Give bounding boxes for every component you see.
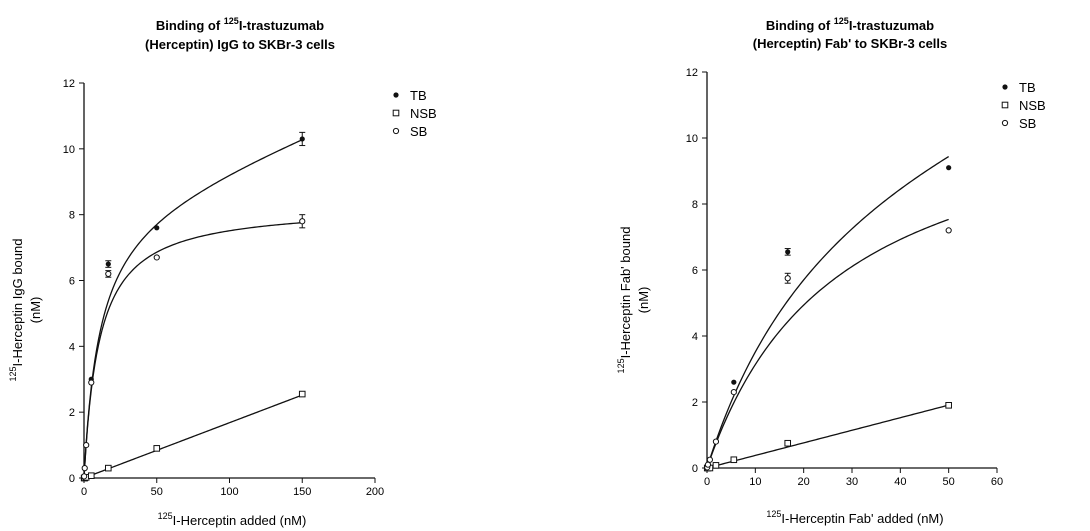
y-tick-label: 8	[69, 210, 75, 222]
y-axis-label-line2: (nM)	[28, 297, 43, 324]
fit-curve-sb	[83, 222, 303, 479]
chart-fab: Binding of 125I-trastuzumab (Herceptin) …	[616, 16, 1046, 526]
data-point-nsb	[945, 402, 952, 409]
data-point-sb	[81, 473, 88, 480]
chart-title-line1: Binding of 125I-trastuzumab	[156, 16, 324, 33]
y-tick-label: 10	[63, 144, 75, 156]
x-tick-label: 50	[151, 486, 163, 498]
y-tick-label: 0	[692, 463, 698, 475]
data-point-nsb	[730, 456, 738, 464]
y-tick-label: 8	[692, 199, 698, 211]
x-tick-label: 40	[894, 476, 906, 488]
legend-marker-tb	[1002, 84, 1008, 90]
y-axis-label-line1: 125I-Herceptin Fab' bound	[616, 227, 633, 374]
data-point-sb	[153, 254, 160, 261]
data-point-sb	[712, 438, 720, 445]
y-tick-label: 4	[69, 341, 75, 353]
legend: TB NSB SB	[392, 88, 437, 139]
legend-label-sb: SB	[1019, 116, 1036, 131]
data-point-tb	[731, 379, 737, 385]
legend: TB NSB SB	[1001, 80, 1046, 131]
legend-label-sb: SB	[410, 124, 427, 139]
x-tick-label: 0	[704, 476, 710, 488]
plot-area: 0 50 100 150 200 0 2 4 6 8 10 12	[63, 78, 384, 498]
y-tick-label: 0	[69, 473, 75, 485]
data-point-tb	[299, 136, 305, 142]
data-point-nsb	[104, 464, 112, 472]
fit-curve-sb	[706, 218, 949, 469]
y-tick-label: 6	[69, 276, 75, 288]
data-point-sb	[704, 461, 712, 468]
legend-marker-nsb	[1001, 101, 1009, 109]
legend-marker-nsb	[392, 109, 400, 117]
fit-curve-nsb	[706, 404, 949, 469]
data-point-tb	[946, 165, 952, 171]
legend-marker-sb	[1001, 119, 1009, 127]
data-point-sb	[706, 456, 714, 463]
legend-label-tb: TB	[1019, 80, 1036, 95]
data-point-tb	[785, 249, 791, 255]
chart-title-line1: Binding of 125I-trastuzumab	[766, 16, 934, 33]
legend-marker-sb	[392, 127, 400, 135]
legend-label-nsb: NSB	[410, 106, 437, 121]
chart-igg: Binding of 125I-trastuzumab (Herceptin) …	[8, 16, 437, 528]
legend-marker-tb	[393, 92, 399, 98]
data-point-sb	[83, 441, 90, 449]
data-point-sb	[945, 227, 952, 234]
chart-title-line2: (Herceptin) IgG to SKBr-3 cells	[145, 37, 335, 52]
x-tick-label: 60	[991, 476, 1003, 488]
fit-curve-tb	[706, 156, 950, 469]
data-point-sb	[88, 379, 95, 386]
fit-curve-nsb	[83, 394, 303, 479]
y-axis-label-line2: (nM)	[636, 287, 651, 314]
legend-label-tb: TB	[410, 88, 427, 103]
x-tick-label: 0	[81, 486, 87, 498]
y-axis-label-line1: 125I-Herceptin IgG bound	[8, 239, 25, 382]
plot-area: 0 10 20 30 40 50 60 0 2 4 6 8 10 12	[686, 67, 1003, 488]
legend-label-nsb: NSB	[1019, 98, 1046, 113]
data-point-sb	[105, 270, 112, 278]
y-tick-label: 2	[692, 397, 698, 409]
data-point-sb	[299, 218, 306, 225]
y-tick-label: 12	[686, 67, 698, 79]
x-tick-label: 10	[749, 476, 761, 488]
x-tick-label: 100	[220, 486, 238, 498]
data-point-nsb	[153, 445, 161, 452]
y-tick-label: 10	[686, 133, 698, 145]
data-point-sb	[81, 465, 88, 472]
x-tick-label: 200	[366, 486, 384, 498]
fit-curve-tb	[83, 139, 303, 479]
data-point-sb	[730, 389, 737, 396]
data-point-nsb	[298, 390, 306, 398]
y-tick-label: 4	[692, 331, 698, 343]
data-point-nsb	[784, 439, 792, 447]
x-tick-label: 150	[293, 486, 311, 498]
chart-title-line2: (Herceptin) Fab' to SKBr-3 cells	[753, 36, 948, 51]
data-point-nsb	[712, 462, 720, 469]
x-axis-label: 125I-Herceptin added (nM)	[158, 511, 307, 528]
y-tick-label: 2	[69, 407, 75, 419]
x-tick-label: 20	[798, 476, 810, 488]
x-axis-label: 125I-Herceptin Fab' added (nM)	[766, 509, 943, 526]
y-tick-label: 12	[63, 78, 75, 90]
data-point-tb	[154, 225, 160, 231]
x-tick-label: 50	[943, 476, 955, 488]
y-tick-label: 6	[692, 265, 698, 277]
data-point-tb	[105, 261, 111, 267]
data-point-nsb	[87, 472, 95, 479]
x-tick-label: 30	[846, 476, 858, 488]
data-point-sb	[784, 275, 791, 282]
